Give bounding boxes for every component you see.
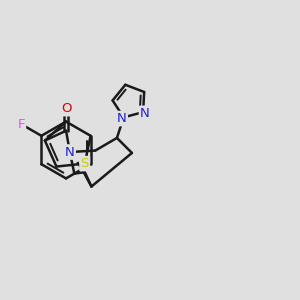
Text: N: N — [117, 112, 127, 125]
Text: S: S — [80, 157, 89, 170]
Text: N: N — [65, 146, 75, 158]
Text: F: F — [17, 118, 25, 130]
Text: O: O — [61, 102, 71, 115]
Text: N: N — [140, 107, 150, 120]
